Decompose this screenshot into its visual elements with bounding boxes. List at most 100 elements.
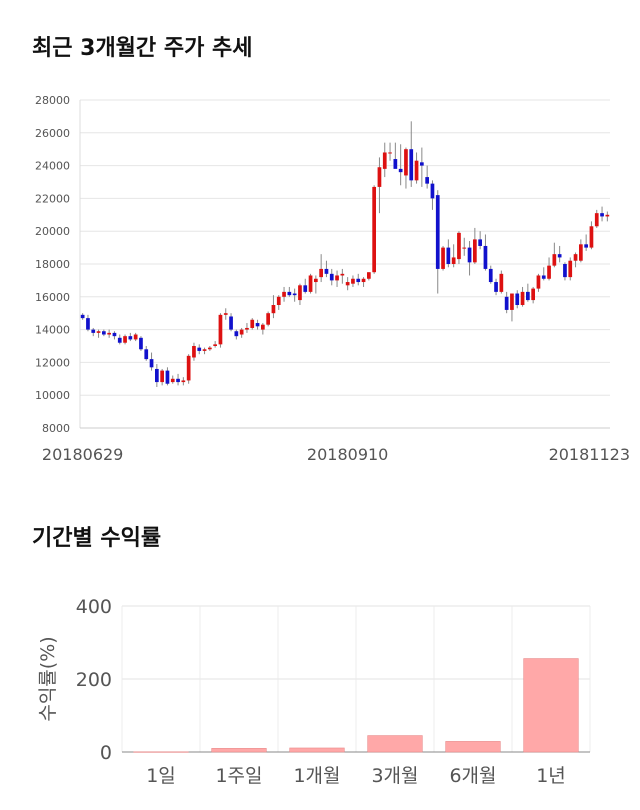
candle-body	[425, 177, 430, 184]
candle-body	[552, 254, 557, 266]
candle-body	[568, 260, 573, 278]
candle-body	[600, 213, 604, 217]
candle-body	[563, 264, 567, 278]
candle-body	[520, 291, 525, 305]
candle-body	[192, 346, 196, 358]
returns-x-tick-label: 1년	[536, 765, 566, 787]
candle-body	[382, 152, 387, 169]
candle-body	[229, 316, 233, 330]
candle-body	[308, 275, 313, 292]
candle-body	[499, 273, 504, 292]
candle-body	[536, 275, 541, 289]
candle-body	[107, 332, 112, 335]
candle-body	[186, 355, 191, 381]
returns-x-tick-label: 1개월	[293, 765, 340, 787]
candle-body	[462, 247, 467, 249]
candle-body	[260, 324, 265, 330]
candle-body	[101, 331, 106, 335]
candle-body	[351, 278, 355, 284]
candle-body	[245, 327, 249, 330]
returns-y-tick-label: 200	[76, 669, 112, 691]
returns-bar	[523, 658, 579, 753]
candle-body	[472, 239, 477, 263]
candle-body	[488, 268, 493, 283]
candle-body	[510, 293, 514, 310]
candle-body	[144, 349, 149, 360]
candle-body	[91, 329, 96, 333]
candle-body	[578, 244, 583, 261]
candle-body	[388, 152, 392, 154]
returns-bar	[367, 735, 423, 753]
candle-body	[160, 370, 165, 383]
returns-y-tick-label: 400	[76, 596, 112, 618]
stock-y-tick-label: 18000	[35, 258, 70, 271]
candle-body	[181, 380, 186, 383]
candle-body	[404, 149, 408, 176]
candle-body	[123, 336, 127, 343]
candle-body	[202, 349, 207, 351]
candle-body	[319, 268, 324, 278]
candle-body	[133, 334, 138, 340]
returns-x-tick-label: 1주일	[215, 765, 262, 787]
stock-candlestick-chart: 28000 26000 24000 22000 20000 18000 16000 14000…	[35, 94, 630, 464]
candle-body	[584, 244, 589, 248]
returns-bar	[133, 751, 189, 753]
candle-body	[393, 159, 398, 169]
stock-y-tick-label: 10000	[35, 389, 70, 402]
candle-body	[234, 331, 239, 337]
returns-y-axis-label: 수익률(%)	[37, 636, 59, 721]
candle-body	[541, 275, 546, 279]
candle-body	[313, 278, 318, 283]
stock-x-tick-label: 20181123	[549, 445, 630, 464]
candle-body	[605, 214, 610, 217]
candle-body	[266, 313, 271, 325]
returns-x-tick-label: 1일	[146, 765, 176, 787]
candle-body	[96, 331, 101, 333]
stock-y-tick-label: 8000	[42, 422, 70, 435]
candle-body	[345, 282, 350, 286]
candle-body	[86, 318, 90, 330]
returns-x-tick-label: 6개월	[449, 765, 496, 787]
candle-body	[207, 347, 212, 350]
candle-body	[176, 378, 180, 383]
candle-body	[467, 247, 472, 263]
candle-body	[271, 305, 276, 314]
candle-body	[239, 329, 244, 335]
candle-body	[149, 359, 154, 368]
candle-body	[589, 226, 594, 248]
candle-body	[80, 314, 85, 319]
candle-body	[494, 282, 498, 292]
returns-y-tick-label: 0	[100, 742, 112, 764]
candle-body	[324, 268, 329, 274]
stock-y-tick-label: 16000	[35, 291, 70, 304]
candle-body	[366, 272, 371, 279]
candle-body	[435, 195, 440, 269]
candle-body	[255, 323, 260, 327]
candle-body	[276, 296, 281, 305]
stock-y-tick-label: 14000	[35, 324, 70, 337]
candle-body	[170, 378, 175, 383]
stock-x-tick-label: 20180910	[307, 445, 388, 464]
candle-body	[573, 254, 578, 261]
candle-body	[128, 336, 133, 340]
returns-bar	[211, 748, 267, 753]
candle-body	[340, 273, 345, 276]
candle-body	[112, 332, 117, 337]
candle-body	[478, 239, 483, 246]
candle-body	[531, 288, 536, 301]
candle-body	[292, 293, 297, 296]
candle-body	[594, 213, 599, 227]
candle-body	[446, 247, 451, 264]
candle-body	[165, 370, 170, 384]
candle-body	[282, 291, 286, 297]
candle-body	[483, 245, 488, 269]
candle-body	[287, 291, 292, 296]
candle-body	[525, 291, 530, 301]
candle-body	[298, 285, 302, 301]
candle-body	[504, 296, 509, 310]
candle-body	[335, 275, 339, 281]
candle-body	[430, 183, 435, 199]
returns-bar	[289, 747, 345, 753]
returns-bar	[445, 741, 501, 753]
